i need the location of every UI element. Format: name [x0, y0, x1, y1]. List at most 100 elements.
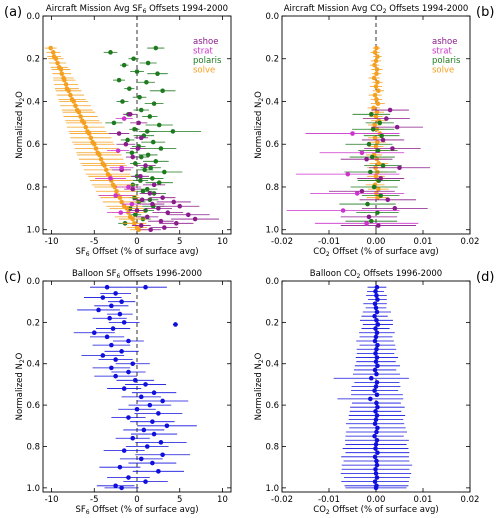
data-point: [97, 152, 102, 158]
panel-b: -0.02 -0.01 0.00 0.01 0.02 0.0 0.2 0.4 0.6 0.8 1.0…: [254, 4, 494, 258]
data-point: [372, 433, 377, 439]
data-point: [48, 45, 53, 51]
data-point: [103, 167, 109, 173]
data-point: [126, 475, 131, 480]
panel-label: (d): [476, 270, 494, 285]
data-point: [113, 373, 118, 379]
data-point: [371, 105, 376, 111]
x-axis-label: SF6 Offset (% of surface avg): [75, 247, 198, 258]
data-point: [376, 88, 381, 94]
data-point: [372, 301, 378, 307]
chart-title: Balloon CO2 Offsets 1996-2000: [310, 269, 442, 280]
data-point: [132, 126, 137, 132]
data-point: [120, 99, 125, 104]
data-point: [143, 284, 148, 290]
data-point: [156, 411, 161, 416]
y-tick-label: 0.2: [265, 318, 279, 328]
data-point: [387, 107, 393, 113]
data-point: [109, 342, 114, 348]
data-point: [150, 460, 155, 466]
data-point: [136, 120, 142, 126]
data-point: [78, 114, 83, 119]
data-point: [379, 133, 384, 138]
data-point: [375, 450, 380, 455]
data-point: [55, 60, 60, 66]
data-point: [365, 201, 370, 207]
data-point: [117, 311, 123, 317]
chart-title: Aircraft Mission Avg SF6 Offsets 1994-20…: [46, 4, 228, 15]
data-point: [185, 212, 191, 218]
legend-entry-ashoe: ashoe: [193, 37, 218, 47]
chart-title-part2: Offsets 1994-2000: [387, 4, 469, 14]
data-point: [130, 361, 136, 367]
legend-entry-solve: solve: [193, 66, 215, 76]
data-point: [66, 88, 71, 94]
data-point: [126, 415, 131, 420]
chart-title-sub: 2: [383, 8, 387, 15]
data-point: [121, 320, 127, 325]
y-axis-label-sub: 2: [258, 359, 265, 363]
data-point: [91, 141, 97, 147]
data-point: [177, 203, 183, 209]
data-point: [158, 440, 164, 445]
data-point: [158, 218, 164, 224]
y-axis-label: Normalized N2O: [15, 91, 26, 159]
y-tick-label: 0.6: [265, 401, 279, 411]
data-point: [117, 464, 123, 470]
data-point: [375, 148, 381, 153]
data-point: [156, 206, 161, 211]
data-point: [151, 101, 157, 106]
data-point: [375, 210, 380, 215]
chart-title: Aircraft Mission Avg CO2 Offsets 1994-20…: [284, 4, 469, 15]
data-point: [373, 289, 378, 294]
x-tick-label: 0.00: [367, 495, 386, 505]
data-point: [104, 334, 110, 340]
y-tick-label: 0.8: [265, 442, 279, 452]
data-point: [374, 462, 380, 468]
data-point: [134, 406, 140, 412]
data-point: [151, 431, 157, 437]
data-point: [144, 79, 149, 85]
data-point: [373, 466, 378, 472]
x-tick-label: -0.02: [271, 495, 293, 505]
data-point: [143, 479, 148, 484]
y-tick-label: 0.8: [26, 442, 40, 452]
data-point: [113, 357, 118, 362]
data-point: [375, 363, 380, 369]
data-point: [373, 305, 379, 311]
x-axis-label-part2: Offset (% of surface avg): [330, 505, 439, 515]
y-axis-label-sub: 2: [19, 359, 26, 363]
data-point: [139, 197, 145, 203]
x-tick-label: -5: [90, 495, 98, 505]
data-point: [372, 479, 378, 484]
y-axis-label: Normalized N2O: [15, 352, 26, 420]
data-point: [138, 154, 144, 160]
data-point: [143, 163, 148, 168]
data-point: [368, 396, 373, 402]
y-tick-label: 1.0: [26, 484, 40, 494]
x-axis-label: CO2 Offset (% of surface avg): [313, 247, 438, 258]
data-point: [374, 346, 379, 352]
data-point: [98, 156, 104, 162]
data-point: [374, 284, 380, 290]
data-point: [374, 293, 379, 298]
data-point: [397, 165, 402, 171]
data-point: [162, 169, 167, 175]
data-point: [62, 77, 67, 83]
x-axis-label-part1: SF: [75, 505, 85, 515]
data-point: [119, 349, 124, 354]
data-point: [150, 139, 156, 145]
data-point: [373, 485, 379, 491]
y-axis-label-part1: Normalized N: [15, 102, 25, 159]
data-point: [373, 84, 379, 89]
x-tick-label: -10: [45, 237, 59, 247]
data-point: [117, 195, 123, 200]
data-point: [126, 338, 131, 344]
data-point: [374, 309, 380, 315]
x-axis-label-part1: SF: [75, 247, 85, 257]
data-point: [147, 402, 153, 408]
data-point: [374, 400, 379, 406]
data-point: [110, 326, 116, 331]
y-tick-label: 0.0: [265, 12, 279, 22]
